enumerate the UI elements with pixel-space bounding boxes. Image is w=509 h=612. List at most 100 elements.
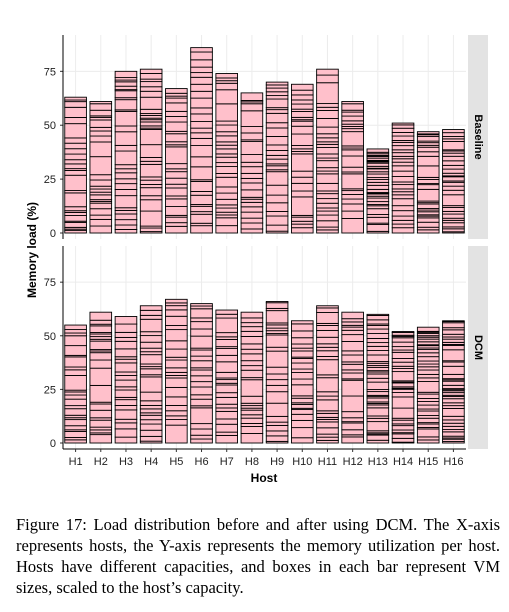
x-tick-label: H14 <box>393 456 413 468</box>
bar-H5 <box>165 298 188 444</box>
vm-box <box>190 225 213 234</box>
vm-box <box>114 172 138 180</box>
vm-box <box>316 210 339 216</box>
vm-box <box>165 386 188 398</box>
vm-box <box>114 164 138 170</box>
vm-box <box>190 113 213 122</box>
vm-box <box>190 321 213 330</box>
vm-box <box>139 73 163 80</box>
vm-box <box>89 359 113 369</box>
bar-H16 <box>442 320 465 444</box>
vm-box <box>416 184 440 190</box>
vm-box <box>291 99 314 105</box>
vm-box <box>114 213 138 221</box>
vm-box <box>316 399 339 412</box>
bar-H15 <box>416 131 440 234</box>
vm-box <box>442 419 465 424</box>
vm-box <box>215 379 238 384</box>
vm-box <box>416 155 440 167</box>
vm-box <box>190 121 213 129</box>
vm-box <box>391 351 415 359</box>
vm-box <box>316 193 339 200</box>
vm-box <box>366 324 390 330</box>
vm-box <box>416 203 440 209</box>
vm-box <box>165 309 188 317</box>
vm-box <box>391 368 415 373</box>
vm-box <box>442 338 465 343</box>
vm-box <box>416 369 440 375</box>
vm-box <box>366 208 390 215</box>
vm-box <box>114 336 138 342</box>
vm-box <box>64 192 87 208</box>
vm-box <box>341 422 364 431</box>
vm-box <box>240 348 264 355</box>
vm-box <box>442 407 465 417</box>
vm-box <box>316 343 339 348</box>
x-tick-label: H16 <box>443 456 463 468</box>
vm-box <box>114 150 138 166</box>
vm-box <box>114 168 138 174</box>
vm-box <box>366 148 390 153</box>
vm-box <box>165 187 188 197</box>
vm-box <box>291 125 314 135</box>
x-tick-label: H9 <box>270 456 284 468</box>
vm-box <box>215 89 238 105</box>
vm-box <box>265 421 289 426</box>
vm-box <box>114 428 138 438</box>
vm-box <box>366 216 390 224</box>
panel-baseline: 0 25 50 75 Baseline <box>44 35 488 240</box>
vm-box <box>190 381 213 388</box>
vm-box <box>341 326 364 331</box>
vm-box <box>341 354 364 363</box>
vm-box <box>416 146 440 153</box>
vm-box <box>139 354 163 365</box>
vm-box <box>442 164 465 170</box>
vm-box <box>291 170 314 178</box>
vm-box <box>442 132 465 137</box>
vm-box <box>165 183 188 189</box>
vm-box <box>114 209 138 215</box>
vm-box <box>291 337 314 345</box>
vm-box <box>190 47 213 53</box>
vm-box <box>240 433 264 444</box>
vm-box <box>265 194 289 204</box>
vm-box <box>165 415 188 421</box>
vm-box <box>215 407 238 412</box>
vm-box <box>165 367 188 373</box>
vm-box <box>291 343 314 349</box>
vm-box <box>240 110 264 127</box>
bar-H12 <box>341 311 364 444</box>
panel-dcm: 0 25 50 75 DCM <box>44 246 488 450</box>
vm-box <box>316 137 339 143</box>
vm-box <box>291 182 314 192</box>
vm-box <box>366 328 390 334</box>
vm-box <box>265 84 289 89</box>
vm-box <box>240 335 264 345</box>
vm-box <box>114 348 138 358</box>
vm-box <box>165 97 188 104</box>
vm-box <box>316 126 339 135</box>
vm-box <box>139 404 163 410</box>
vm-box <box>64 174 87 191</box>
vm-box <box>316 147 339 155</box>
vm-box <box>391 198 415 207</box>
vm-box <box>139 68 163 74</box>
vm-box <box>291 94 314 101</box>
x-tick-label: H12 <box>343 456 363 468</box>
vm-box <box>416 217 440 223</box>
vm-box <box>265 402 289 417</box>
vm-box <box>139 335 163 343</box>
vm-box <box>190 317 213 323</box>
vm-box <box>442 168 465 174</box>
vm-box <box>215 82 238 91</box>
vm-box <box>190 145 213 158</box>
vm-box <box>366 345 390 351</box>
vm-box <box>114 422 138 430</box>
vm-box <box>391 419 415 425</box>
vm-box <box>139 347 163 353</box>
vm-box <box>114 323 138 333</box>
vm-box <box>240 222 264 230</box>
vm-box <box>89 409 113 419</box>
vm-box <box>89 429 113 434</box>
vm-box <box>291 368 314 373</box>
